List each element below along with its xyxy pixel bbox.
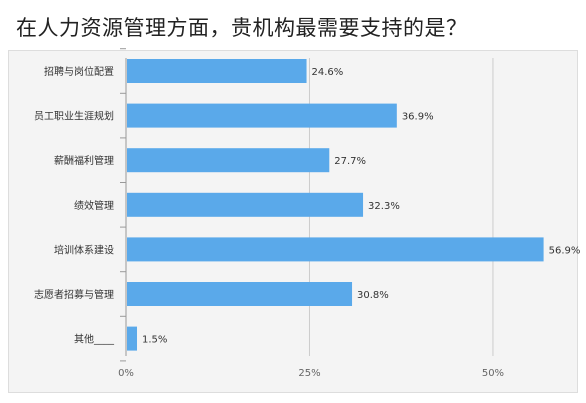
bar — [127, 282, 353, 306]
bar — [127, 103, 397, 128]
chart-title: 在人力资源管理方面，贵机构最需要支持的是？ — [16, 16, 468, 40]
value-label: 56.9% — [549, 245, 581, 256]
category-label: 绩效管理 — [74, 199, 114, 212]
bar — [127, 326, 138, 351]
category-label: 其他____ — [74, 333, 115, 346]
category-label: 薪酬福利管理 — [54, 154, 114, 167]
value-label: 24.6% — [312, 67, 344, 78]
x-tick-label: 0% — [118, 368, 134, 379]
bar — [127, 237, 544, 262]
x-tick-label: 25% — [298, 368, 320, 379]
value-label: 36.9% — [402, 112, 434, 123]
value-label: 27.7% — [334, 156, 366, 167]
bar — [127, 148, 330, 173]
label-layer: 招聘与岗位配置 24.6% 员工职业生涯规划 36.9% 薪酬福利管理 27.7% 绩效管理… — [34, 65, 580, 346]
bar-layer — [127, 59, 544, 351]
value-label: 1.5% — [142, 335, 167, 346]
category-label: 招聘与岗位配置 — [44, 65, 114, 78]
category-label: 培训体系建设 — [54, 243, 114, 256]
category-label: 员工职业生涯规划 — [34, 110, 114, 123]
bar — [127, 59, 307, 83]
x-tick-label: 50% — [482, 368, 504, 379]
tick-layer: 0% 25% 50% — [118, 368, 504, 379]
bar — [127, 192, 364, 217]
category-label: 志愿者招募与管理 — [34, 288, 114, 301]
value-label: 30.8% — [357, 290, 389, 301]
value-label: 32.3% — [368, 201, 400, 212]
